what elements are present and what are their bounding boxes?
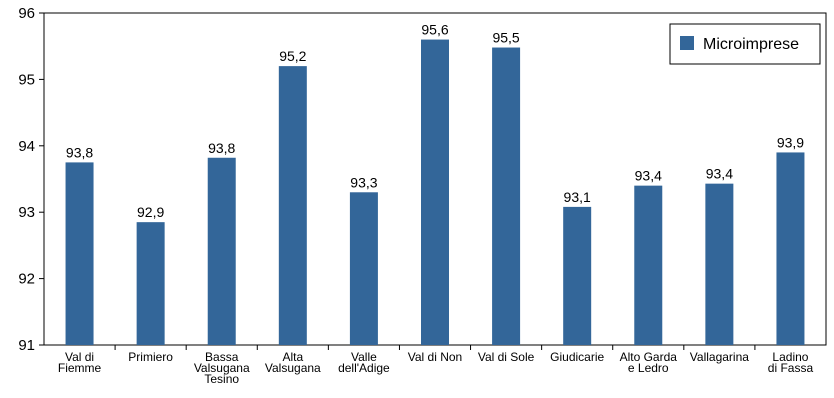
x-category-label: Giudicarie [550, 350, 604, 364]
x-category-label: Alto Garda [620, 350, 678, 364]
x-category-label: Ladino [772, 350, 808, 364]
x-category-label: Alta [282, 350, 303, 364]
bar [492, 47, 521, 345]
data-label: 93,4 [635, 168, 662, 184]
x-category-label: Tesino [204, 372, 239, 386]
bars [65, 39, 805, 346]
data-label: 93,8 [66, 144, 93, 160]
data-label: 92,9 [137, 204, 164, 220]
legend: Microimprese [669, 23, 821, 65]
x-category-label: e Ledro [628, 361, 669, 375]
data-label: 93,1 [564, 189, 591, 205]
x-category-label: Valle [351, 350, 377, 364]
data-labels: 93,8 92,9 93,8 95,2 93,3 95,6 95,5 93,1 93,4 93,4… [66, 22, 804, 221]
x-category-label: Fiemme [58, 361, 102, 375]
x-category-label: Val di Non [408, 350, 462, 364]
legend-swatch [680, 36, 694, 50]
y-tick-label: 96 [18, 5, 35, 22]
y-tick-label: 91 [18, 337, 35, 354]
legend-label: Microimprese [703, 36, 799, 53]
y-tick-label: 95 [18, 71, 35, 88]
x-category-label: Val di Sole [478, 350, 535, 364]
x-category-label: Vallagarina [690, 350, 749, 364]
data-label: 93,9 [777, 134, 804, 150]
data-label: 95,5 [492, 30, 519, 46]
x-category-label: Bassa [205, 350, 239, 364]
bar [207, 157, 236, 345]
bar [65, 162, 94, 345]
bar [421, 39, 449, 346]
data-label: 93,4 [706, 166, 733, 182]
bar [776, 152, 805, 345]
y-axis: 91 92 93 94 95 96 [18, 5, 44, 354]
bar [136, 222, 165, 345]
y-tick-label: 93 [18, 204, 35, 221]
bar [278, 66, 307, 346]
x-category-label: Val di [65, 350, 94, 364]
x-category-label: Valsugana [194, 361, 250, 375]
bar [705, 183, 734, 345]
x-category-label: Primiero [128, 350, 173, 364]
legend-box [669, 23, 821, 65]
y-tick-label: 92 [18, 271, 35, 288]
bar [349, 192, 378, 345]
data-label: 93,3 [350, 174, 377, 190]
x-category-label: Valsugana [265, 361, 321, 375]
x-category-label: dell'Adige [338, 361, 390, 375]
bar [563, 206, 592, 345]
bar [634, 185, 663, 345]
data-label: 93,8 [208, 140, 235, 156]
data-label: 95,2 [279, 48, 306, 64]
y-tick-label: 94 [18, 138, 35, 155]
data-label: 95,6 [421, 22, 448, 38]
x-category-label: di Fassa [768, 361, 814, 375]
